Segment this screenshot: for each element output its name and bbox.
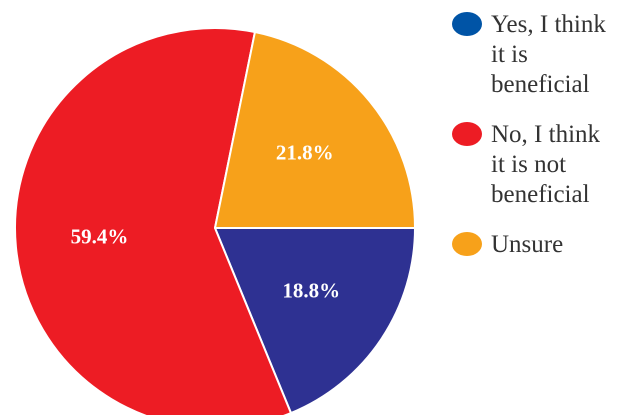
- pie-slice-label-unsure: 21.8%: [276, 140, 334, 164]
- pie-slice-yes: [214, 227, 416, 415]
- legend-marker-yes: [452, 12, 482, 36]
- legend-item-no: No, I think it is not beneficial: [452, 120, 638, 210]
- legend-marker-no: [452, 122, 482, 146]
- legend-label-yes: Yes, I think it is beneficial: [491, 11, 606, 98]
- legend: Yes, I think it is beneficial No, I thin…: [452, 10, 638, 260]
- legend-label-unsure: Unsure: [491, 231, 564, 258]
- pie-slice-label-yes: 18.8%: [282, 278, 340, 302]
- legend-item-yes: Yes, I think it is beneficial: [452, 10, 638, 100]
- pie-slice-unsure: [214, 31, 416, 229]
- pie-slice-label-no: 59.4%: [71, 225, 129, 249]
- legend-marker-unsure: [452, 232, 482, 256]
- legend-label-no: No, I think it is not beneficial: [491, 121, 601, 208]
- pie-chart: 18.8% 59.4% 21.8%: [14, 27, 416, 415]
- pie-slice-no: [14, 27, 292, 415]
- legend-item-unsure: Unsure: [452, 230, 638, 260]
